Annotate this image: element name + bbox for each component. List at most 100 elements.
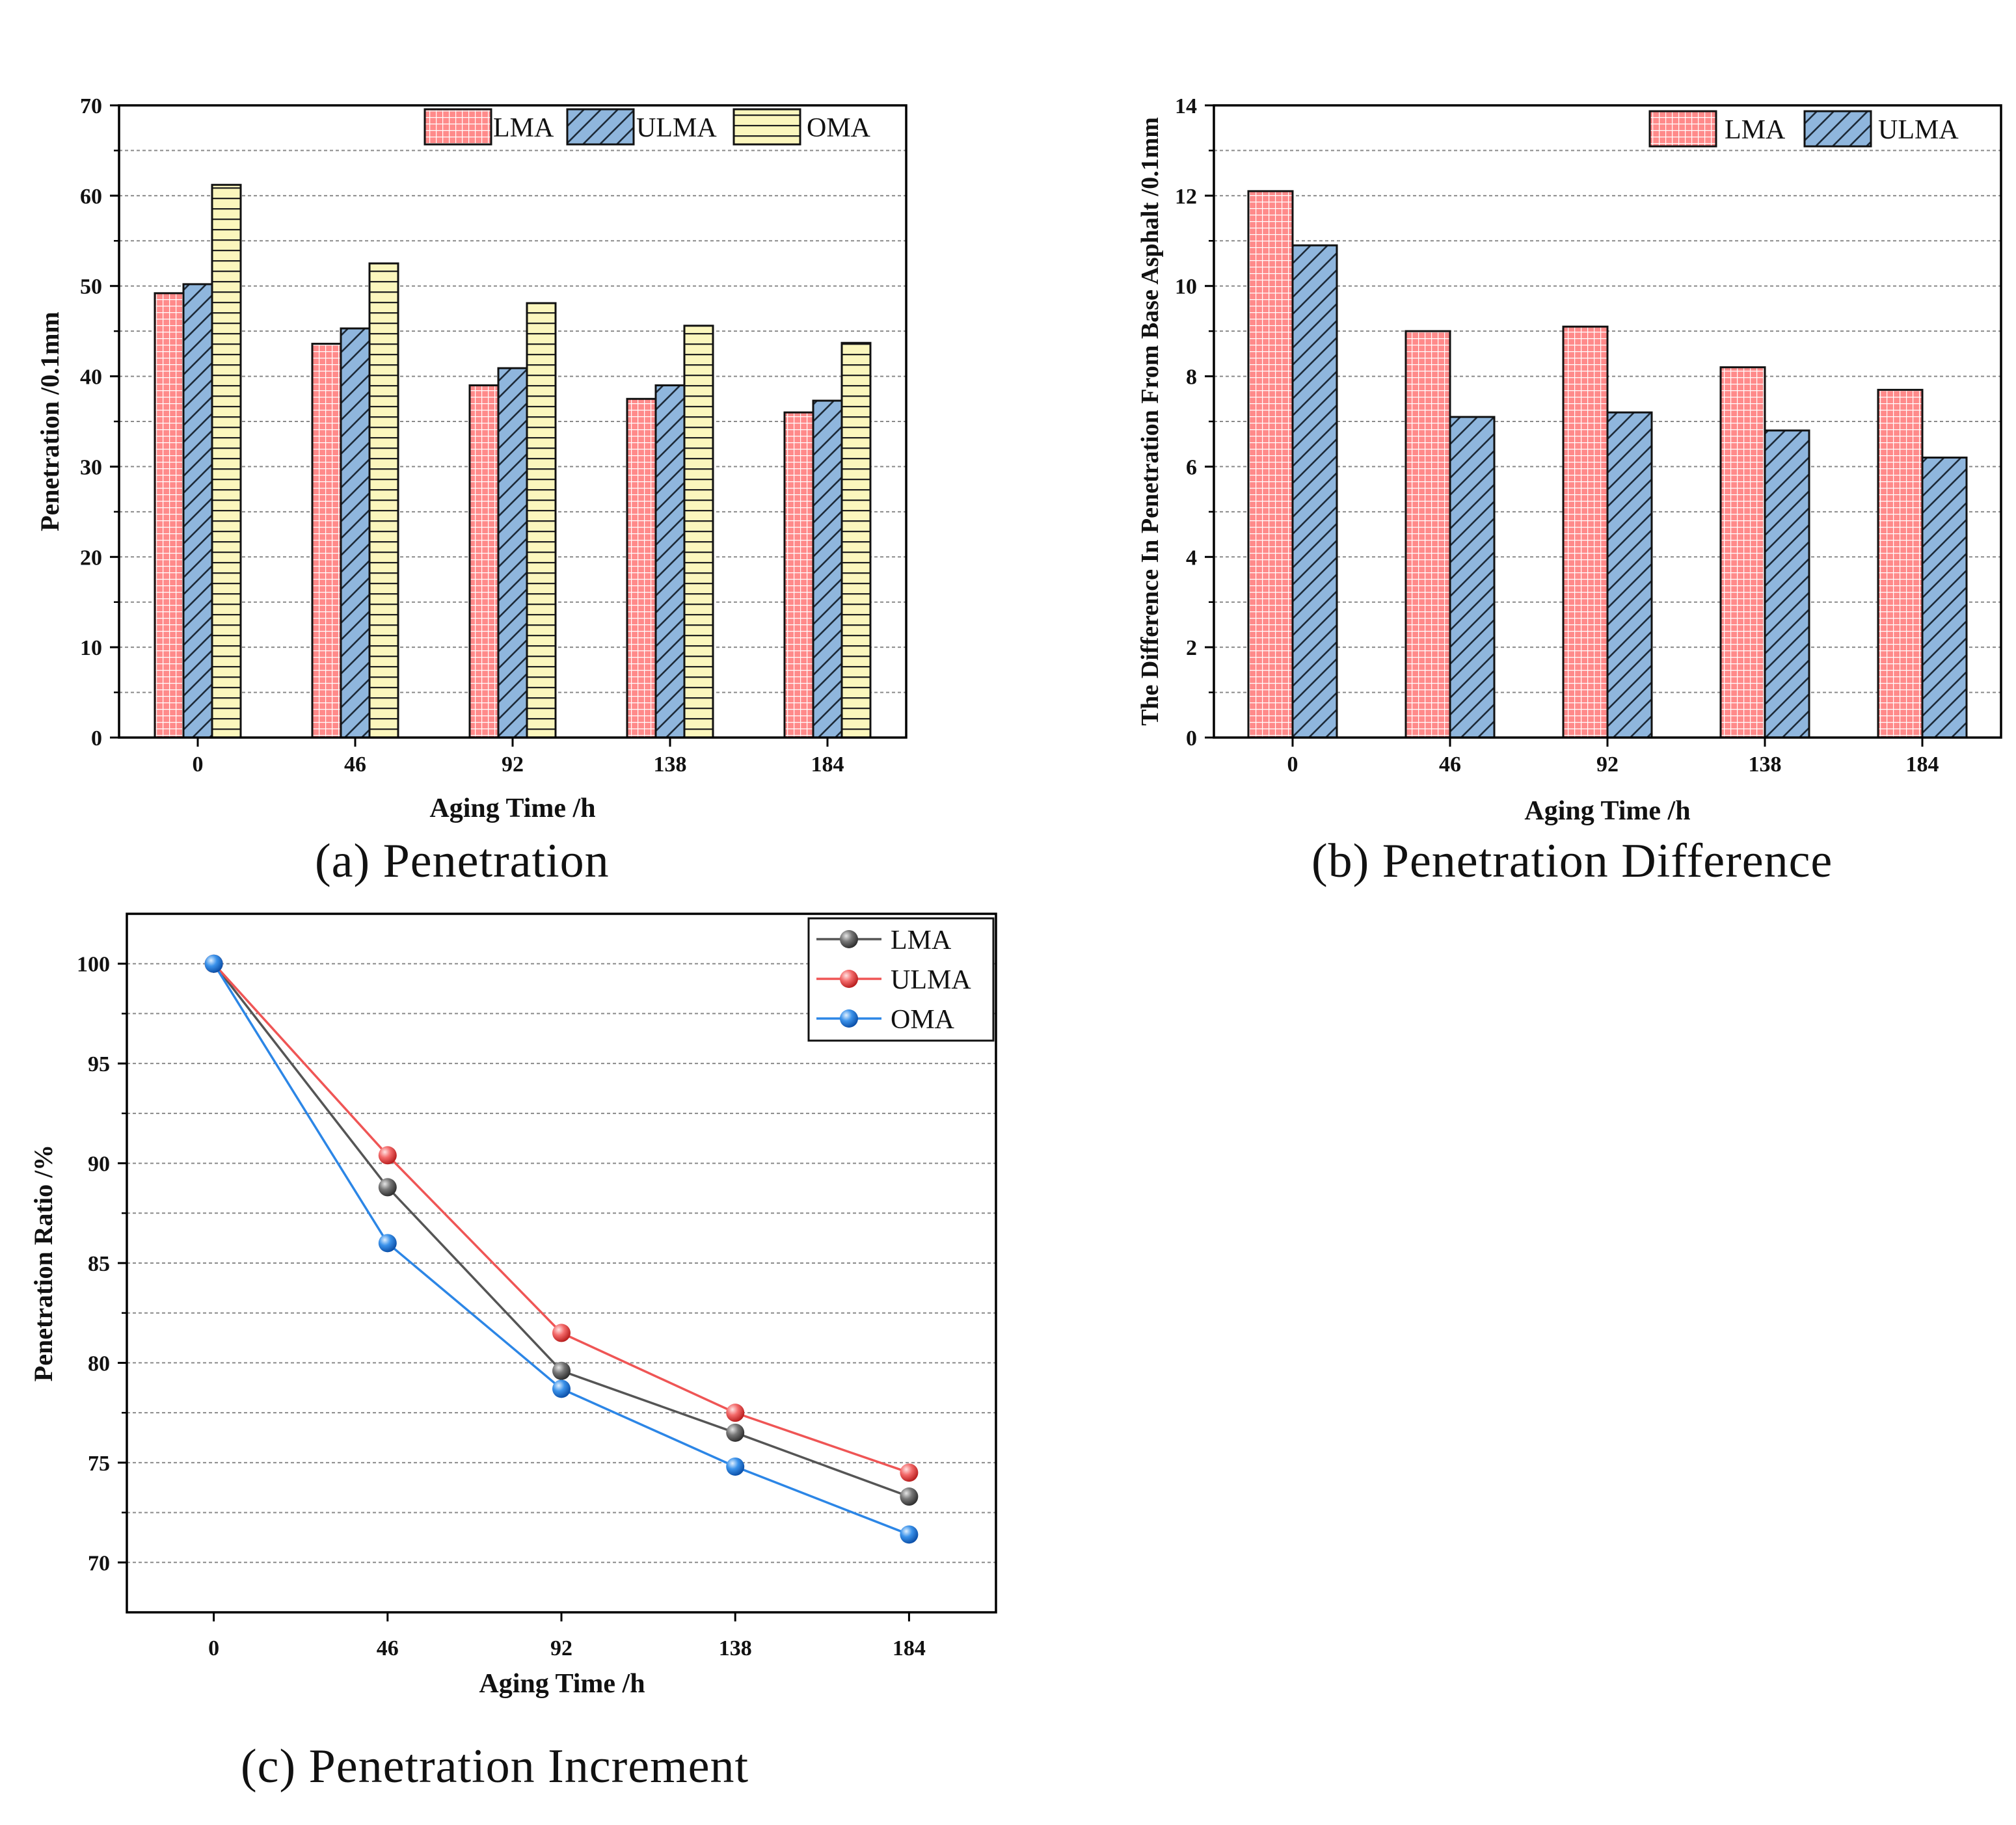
legend-swatch-oma (732, 108, 801, 146)
bar-oma-0 (211, 183, 242, 739)
y-tick-label: 80 (88, 1352, 110, 1376)
y-tick-label: 30 (80, 455, 102, 479)
bar-lma-0 (1247, 190, 1294, 739)
legend-swatch-lma (1648, 110, 1717, 148)
legend: LMA ULMA (1648, 110, 1959, 148)
y-tick-label: 85 (88, 1252, 110, 1276)
caption-a: (a) Penetration (315, 834, 610, 888)
y-tick-label: 90 (88, 1152, 110, 1177)
bar-ulma-0 (1291, 244, 1338, 739)
bar-ulma-92 (1606, 411, 1653, 739)
x-tick-label: 46 (377, 1636, 399, 1660)
bar-lma-138 (626, 397, 657, 739)
x-tick-label: 138 (719, 1636, 752, 1660)
series-lma (154, 292, 814, 739)
legend-label-lma: LMA (493, 113, 554, 143)
series-lma (213, 963, 910, 1498)
bar-oma-92 (526, 302, 557, 739)
y-tick-label: 8 (1186, 366, 1197, 390)
y-tick-label: 70 (80, 94, 102, 118)
x-tick-label: 46 (344, 753, 366, 777)
bar-oma-46 (368, 262, 399, 739)
plot-frame (1213, 104, 2002, 739)
point-ulma-46 (378, 1146, 397, 1165)
x-tick-label: 138 (654, 753, 687, 777)
bar-lma-184 (783, 411, 814, 739)
markers-oma (204, 954, 919, 1544)
line-lma (213, 963, 910, 1498)
y-tick-label: 20 (80, 546, 102, 570)
x-tick-label: 184 (1906, 753, 1939, 777)
y-axis-label: Penetration /0.1mm (35, 312, 64, 531)
bar-ulma-184 (812, 399, 843, 739)
y-axis-label: The Difference In Penetration From Base … (1136, 117, 1164, 726)
point-ulma-138 (726, 1404, 745, 1422)
caption-c: (c) Penetration Increment (241, 1740, 749, 1793)
x-axis-label: Aging Time /h (429, 793, 595, 823)
series-ulma (182, 283, 843, 739)
y-tick-label: 0 (91, 726, 102, 751)
legend-marker-ulma (840, 970, 858, 988)
gridlines (127, 963, 996, 1564)
y-tick-label: 14 (1175, 94, 1197, 118)
point-lma-92 (552, 1361, 571, 1380)
x-tick-label: 46 (1439, 753, 1461, 777)
plot-frame (118, 104, 907, 739)
y-tick-label: 2 (1186, 636, 1197, 660)
legend-swatch-lma (423, 108, 492, 146)
x-tick-label: 0 (208, 1636, 219, 1660)
legend-swatch-ulma (566, 108, 635, 146)
legend-label-ulma: ULMA (636, 113, 717, 143)
y-tick-label: 40 (80, 366, 102, 390)
y-tick-label: 100 (77, 953, 110, 977)
x-tick-label: 0 (193, 753, 204, 777)
bar-ulma-46 (340, 327, 371, 739)
chart-c: 70 75 80 85 90 95 100 0 46 92 138 184 Aging Time /h P… (29, 912, 997, 1699)
legend-label-lma: LMA (1725, 115, 1786, 145)
x-tick-label: 92 (550, 1636, 572, 1660)
bar-oma-184 (840, 341, 872, 739)
x-tick-label: 138 (1749, 753, 1782, 777)
legend-label-ulma: ULMA (891, 965, 971, 995)
point-lma-138 (726, 1423, 745, 1442)
bar-lma-92 (1562, 325, 1609, 739)
legend-swatch-ulma (1803, 110, 1872, 148)
point-oma-138 (726, 1457, 745, 1476)
legend: LMA ULMA OMA (423, 108, 871, 146)
y-tick-label: 12 (1175, 185, 1197, 209)
bar-lma-138 (1719, 366, 1766, 739)
y-tick-label: 95 (88, 1052, 110, 1076)
series-lma (1247, 190, 1924, 739)
y-tick-label: 4 (1186, 546, 1197, 570)
caption-b: (b) Penetration Difference (1311, 834, 1833, 888)
bar-ulma-0 (182, 283, 213, 739)
series-ulma (1291, 244, 1968, 739)
x-tick-label: 0 (1287, 753, 1298, 777)
series-oma (213, 963, 910, 1536)
y-tick-label: 10 (80, 636, 102, 660)
y-axis-label: Penetration Ratio /% (29, 1145, 58, 1381)
bar-ulma-46 (1449, 416, 1496, 739)
plot-frame (126, 912, 997, 1614)
x-tick-label: 92 (1596, 753, 1619, 777)
legend-marker-oma (840, 1009, 858, 1028)
legend-label-oma: OMA (891, 1005, 955, 1035)
x-axis-label: Aging Time /h (1524, 796, 1690, 826)
point-lma-46 (378, 1178, 397, 1197)
point-oma-92 (552, 1379, 571, 1398)
x-tick-label: 184 (811, 753, 844, 777)
bar-lma-46 (311, 343, 342, 739)
y-tick-label: 0 (1186, 726, 1197, 751)
series-oma (211, 183, 872, 739)
y-tick-label: 10 (1175, 275, 1197, 299)
legend-label-lma: LMA (891, 926, 952, 955)
bar-lma-0 (154, 292, 185, 739)
bar-lma-46 (1404, 330, 1451, 739)
y-tick-label: 6 (1186, 455, 1197, 479)
point-ulma-184 (900, 1463, 919, 1482)
point-lma-184 (900, 1487, 919, 1506)
bar-ulma-92 (497, 367, 528, 739)
point-oma-46 (378, 1234, 397, 1253)
